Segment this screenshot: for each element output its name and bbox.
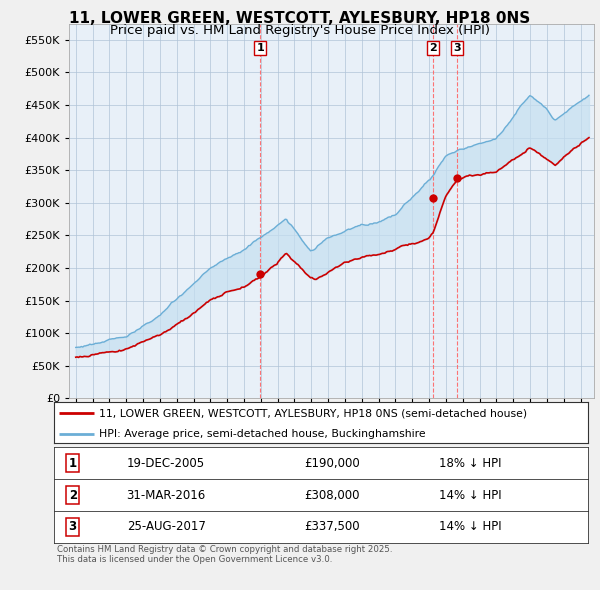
Text: 3: 3 xyxy=(453,43,461,53)
Text: Price paid vs. HM Land Registry's House Price Index (HPI): Price paid vs. HM Land Registry's House … xyxy=(110,24,490,37)
Text: £190,000: £190,000 xyxy=(304,457,359,470)
Text: 25-AUG-2017: 25-AUG-2017 xyxy=(127,520,206,533)
Text: 11, LOWER GREEN, WESTCOTT, AYLESBURY, HP18 0NS (semi-detached house): 11, LOWER GREEN, WESTCOTT, AYLESBURY, HP… xyxy=(100,408,527,418)
Text: £308,000: £308,000 xyxy=(304,489,359,502)
Text: Contains HM Land Registry data © Crown copyright and database right 2025.
This d: Contains HM Land Registry data © Crown c… xyxy=(57,545,392,564)
Text: 2: 2 xyxy=(68,489,77,502)
Text: £337,500: £337,500 xyxy=(304,520,359,533)
Text: 3: 3 xyxy=(68,520,77,533)
Text: 31-MAR-2016: 31-MAR-2016 xyxy=(127,489,206,502)
Text: 2: 2 xyxy=(430,43,437,53)
Text: 19-DEC-2005: 19-DEC-2005 xyxy=(127,457,205,470)
Text: 1: 1 xyxy=(68,457,77,470)
Text: HPI: Average price, semi-detached house, Buckinghamshire: HPI: Average price, semi-detached house,… xyxy=(100,429,426,439)
Text: 18% ↓ HPI: 18% ↓ HPI xyxy=(439,457,502,470)
Text: 14% ↓ HPI: 14% ↓ HPI xyxy=(439,489,502,502)
Text: 1: 1 xyxy=(256,43,264,53)
Text: 14% ↓ HPI: 14% ↓ HPI xyxy=(439,520,502,533)
Text: 11, LOWER GREEN, WESTCOTT, AYLESBURY, HP18 0NS: 11, LOWER GREEN, WESTCOTT, AYLESBURY, HP… xyxy=(70,11,530,25)
